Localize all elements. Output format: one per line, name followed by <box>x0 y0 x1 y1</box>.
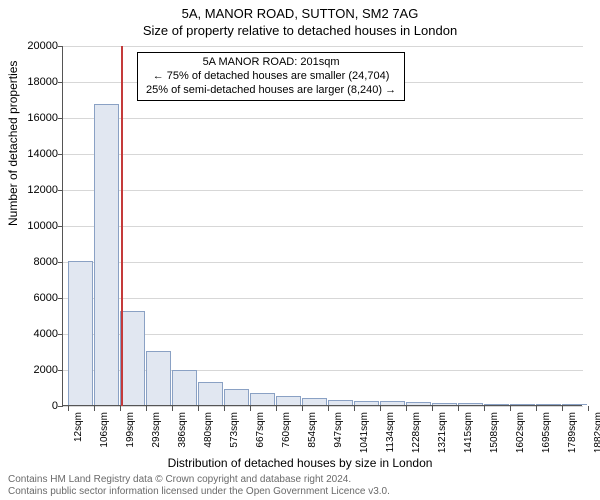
y-tick-label: 4000 <box>14 328 58 340</box>
x-tick <box>172 406 173 411</box>
histogram-bar <box>458 403 483 405</box>
x-tick <box>198 406 199 411</box>
y-tick-label: 0 <box>14 400 58 412</box>
y-tick <box>58 82 63 83</box>
y-tick-label: 18000 <box>14 76 58 88</box>
footer-line-2: Contains public sector information licen… <box>8 486 390 498</box>
histogram-bar <box>328 400 353 405</box>
histogram-bar <box>94 104 119 405</box>
chart-area: 0200040006000800010000120001400016000180… <box>62 46 582 406</box>
x-tick <box>380 406 381 411</box>
annotation-line-3: 25% of semi-detached houses are larger (… <box>146 84 396 98</box>
histogram-bar <box>276 396 301 405</box>
x-tick <box>588 406 589 411</box>
y-tick <box>58 118 63 119</box>
y-gridline <box>63 226 583 227</box>
x-tick <box>562 406 563 411</box>
y-gridline <box>63 190 583 191</box>
y-tick <box>58 226 63 227</box>
y-gridline <box>63 298 583 299</box>
histogram-bar <box>354 401 379 406</box>
x-tick <box>536 406 537 411</box>
x-tick <box>94 406 95 411</box>
histogram-bar <box>562 404 587 405</box>
chart-title-sub: Size of property relative to detached ho… <box>0 21 600 38</box>
x-tick <box>328 406 329 411</box>
annotation-line-2: ← 75% of detached houses are smaller (24… <box>146 70 396 84</box>
histogram-bar <box>380 401 405 405</box>
y-gridline <box>63 262 583 263</box>
footer-line-1: Contains HM Land Registry data © Crown c… <box>8 474 390 486</box>
y-gridline <box>63 406 583 407</box>
y-tick <box>58 154 63 155</box>
x-tick <box>68 406 69 411</box>
histogram-bar <box>250 393 275 405</box>
y-tick <box>58 334 63 335</box>
y-tick <box>58 46 63 47</box>
y-tick <box>58 190 63 191</box>
y-tick-label: 12000 <box>14 184 58 196</box>
x-tick <box>458 406 459 411</box>
chart-title-main: 5A, MANOR ROAD, SUTTON, SM2 7AG <box>0 0 600 21</box>
y-tick <box>58 406 63 407</box>
histogram-bar <box>172 370 197 405</box>
property-marker-line <box>121 46 123 406</box>
y-tick <box>58 262 63 263</box>
y-tick-label: 16000 <box>14 112 58 124</box>
y-tick-label: 2000 <box>14 364 58 376</box>
footer-attribution: Contains HM Land Registry data © Crown c… <box>8 474 390 498</box>
histogram-bar <box>146 351 171 405</box>
histogram-bar <box>484 404 509 405</box>
y-tick-label: 10000 <box>14 220 58 232</box>
annotation-line-1: 5A MANOR ROAD: 201sqm <box>146 56 396 70</box>
histogram-bar <box>510 404 535 405</box>
x-tick <box>406 406 407 411</box>
x-tick <box>224 406 225 411</box>
histogram-bar <box>536 404 561 405</box>
histogram-bar <box>68 261 93 405</box>
y-tick-label: 20000 <box>14 40 58 52</box>
histogram-bar <box>432 403 457 405</box>
x-tick <box>354 406 355 411</box>
x-tick <box>484 406 485 411</box>
histogram-bar <box>406 402 431 405</box>
y-gridline <box>63 118 583 119</box>
histogram-bar <box>198 382 223 405</box>
y-gridline <box>63 46 583 47</box>
y-tick <box>58 370 63 371</box>
histogram-bar <box>120 311 145 405</box>
y-tick-label: 14000 <box>14 148 58 160</box>
y-tick-label: 8000 <box>14 256 58 268</box>
histogram-bar <box>224 389 249 405</box>
y-tick <box>58 298 63 299</box>
histogram-bar <box>302 398 327 405</box>
x-tick <box>302 406 303 411</box>
annotation-box: 5A MANOR ROAD: 201sqm ← 75% of detached … <box>137 52 405 101</box>
x-tick <box>510 406 511 411</box>
x-axis-label: Distribution of detached houses by size … <box>0 456 600 470</box>
x-tick <box>432 406 433 411</box>
x-tick <box>250 406 251 411</box>
y-tick-label: 6000 <box>14 292 58 304</box>
y-gridline <box>63 154 583 155</box>
x-tick <box>146 406 147 411</box>
x-tick <box>120 406 121 411</box>
x-tick <box>276 406 277 411</box>
